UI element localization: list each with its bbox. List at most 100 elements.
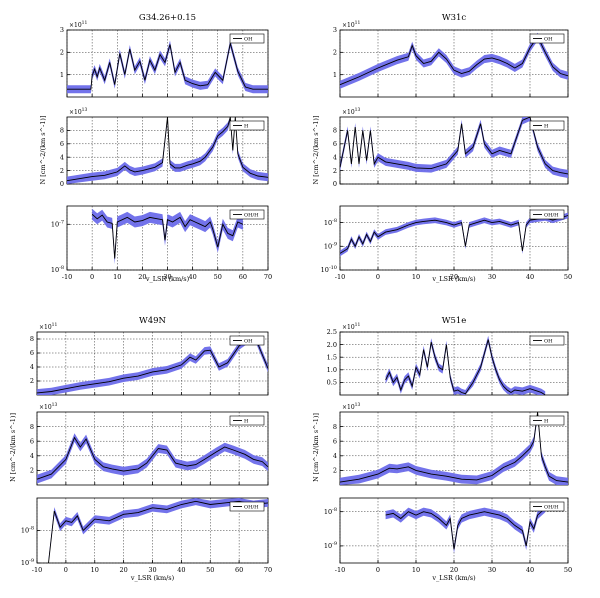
- uncertainty-band: [340, 412, 568, 485]
- axis-multiplier: ×1011: [39, 322, 58, 331]
- y-tick-label: 6: [333, 140, 337, 148]
- legend-label: OH/H: [244, 212, 259, 218]
- series-line: [385, 507, 546, 550]
- y-tick-label: 2: [333, 467, 337, 475]
- subplot-oh-h: 10-9 10-8 OH/H -10 0 10 20 30 40 50: [324, 497, 572, 574]
- legend-box: [529, 335, 565, 346]
- legend-label: OH: [244, 36, 253, 42]
- uncertainty-band: [385, 504, 546, 554]
- y-axis-label: N [cm^-2/(km s^-1)]: [39, 116, 47, 185]
- y-tick-label: 0.5: [327, 379, 337, 387]
- y-tick-label: 0: [60, 180, 64, 188]
- y-tick-label: 8: [30, 335, 34, 343]
- legend-label: H: [244, 123, 249, 129]
- chart-panel-4: W51e 0.5 1.0 1.5 2.0 2.5 ×1011 OH 2 4 6 8 ×1013 H 10-9…: [312, 316, 572, 582]
- legend-box: [229, 501, 265, 512]
- subplot-h: 2 4 6 8 ×1013 H: [30, 402, 269, 486]
- y-tick-label: 8: [333, 127, 337, 135]
- y-tick-label: 2: [333, 167, 337, 175]
- uncertainty-band: [67, 117, 268, 184]
- subplot-h: 0 2 4 6 8 ×1013 H: [60, 107, 269, 188]
- x-tick-label: 50: [214, 273, 222, 281]
- x-tick-label: 40: [177, 566, 185, 574]
- x-tick-label: 30: [488, 566, 496, 574]
- axis-multiplier: ×1011: [69, 20, 88, 29]
- y-tick-label: 10-9: [324, 541, 337, 550]
- y-tick-label: 2.5: [327, 328, 337, 336]
- subplot-oh: 1 2 3 ×1011 OH: [60, 20, 269, 98]
- series-line: [36, 339, 269, 394]
- legend-box: [529, 120, 565, 131]
- x-tick-label: 40: [526, 566, 534, 574]
- x-tick-label: 10: [91, 566, 99, 574]
- y-axis-label: N [cm^-2/(km s^-1)]: [312, 116, 320, 185]
- x-tick-label: 30: [488, 273, 496, 281]
- legend-box: [229, 335, 265, 346]
- x-axis-label: v_LSR (km/s): [431, 574, 476, 582]
- subplot-oh-h: 10-10 10-9 10-8 OH/H -10 0 10 20 30 40 50: [321, 205, 572, 281]
- y-axis-label: N [cm^-2/(km s^-1)]: [9, 413, 17, 482]
- x-tick-label: 10: [113, 273, 121, 281]
- series-line: [339, 116, 569, 175]
- axis-multiplier: ×1013: [342, 402, 361, 411]
- x-tick-label: 20: [119, 566, 127, 574]
- legend-box: [229, 209, 265, 220]
- x-tick-label: 60: [235, 566, 243, 574]
- y-tick-label: 2: [30, 377, 34, 385]
- legend-label: OH: [244, 338, 253, 344]
- x-tick-label: 20: [138, 273, 146, 281]
- y-tick-label: 4: [60, 153, 64, 161]
- subplot-h: 2 4 6 8 ×1013 H: [333, 402, 569, 486]
- series-line: [339, 215, 569, 254]
- series-line: [385, 339, 546, 396]
- x-tick-label: 10: [412, 566, 420, 574]
- y-tick-label: 6: [30, 349, 34, 357]
- y-tick-label: 3: [60, 26, 64, 34]
- legend-box: [529, 415, 565, 426]
- x-tick-label: 50: [206, 566, 214, 574]
- y-tick-label: 1.0: [327, 366, 337, 374]
- y-tick-label: 10-8: [21, 526, 34, 535]
- y-tick-label: 2: [333, 49, 337, 57]
- y-tick-label: 10-8: [51, 265, 64, 274]
- x-tick-label: -10: [62, 273, 72, 281]
- y-tick-label: 2: [30, 467, 34, 475]
- chart-panel-1: G34.26+0.15 1 2 3 ×1011 OH 0 2 4 6 8 ×1013 H 10-8 10-7…: [39, 13, 272, 283]
- legend-label: OH: [544, 338, 553, 344]
- x-tick-label: 60: [239, 273, 247, 281]
- subplot-oh-h: 10-9 10-8 OH/H -10 0 10 20 30 40 50 60 70: [21, 497, 272, 574]
- legend-box: [529, 33, 565, 44]
- chart-title: W31c: [442, 13, 467, 23]
- legend-label: H: [244, 418, 249, 424]
- uncertainty-band: [340, 212, 568, 257]
- legend-box: [229, 120, 265, 131]
- x-tick-label: 40: [526, 273, 534, 281]
- y-tick-label: 6: [333, 437, 337, 445]
- x-tick-label: 0: [90, 273, 94, 281]
- series-line: [339, 411, 569, 483]
- subplot-h: 0 2 4 6 8 ×1013 H: [333, 107, 569, 188]
- y-axis-label: N [cm^-2/(km s^-1)]: [312, 413, 320, 482]
- legend-label: OH/H: [544, 504, 559, 510]
- subplot-oh: 1 2 3 ×1011 OH: [333, 20, 569, 98]
- series-line: [67, 43, 268, 90]
- series-line: [91, 213, 244, 259]
- legend-label: OH: [544, 36, 553, 42]
- y-tick-label: 8: [333, 423, 337, 431]
- uncertainty-band: [340, 117, 568, 178]
- x-tick-label: 0: [376, 273, 380, 281]
- x-axis-label: v_LSR (km/s): [130, 574, 175, 582]
- y-tick-label: 3: [333, 26, 337, 34]
- axis-multiplier: ×1013: [342, 107, 361, 116]
- y-tick-label: 10-8: [324, 507, 337, 516]
- x-tick-label: -10: [32, 566, 42, 574]
- y-tick-label: 4: [333, 452, 337, 460]
- chart-title: W51e: [442, 316, 467, 326]
- legend-box: [229, 33, 265, 44]
- x-tick-label: 30: [163, 273, 171, 281]
- chart-title: G34.26+0.15: [139, 13, 196, 23]
- subplot-oh: 0.5 1.0 1.5 2.0 2.5 ×1011 OH: [327, 322, 569, 396]
- y-tick-label: 8: [30, 423, 34, 431]
- legend-label: H: [544, 123, 549, 129]
- x-tick-label: -10: [335, 566, 345, 574]
